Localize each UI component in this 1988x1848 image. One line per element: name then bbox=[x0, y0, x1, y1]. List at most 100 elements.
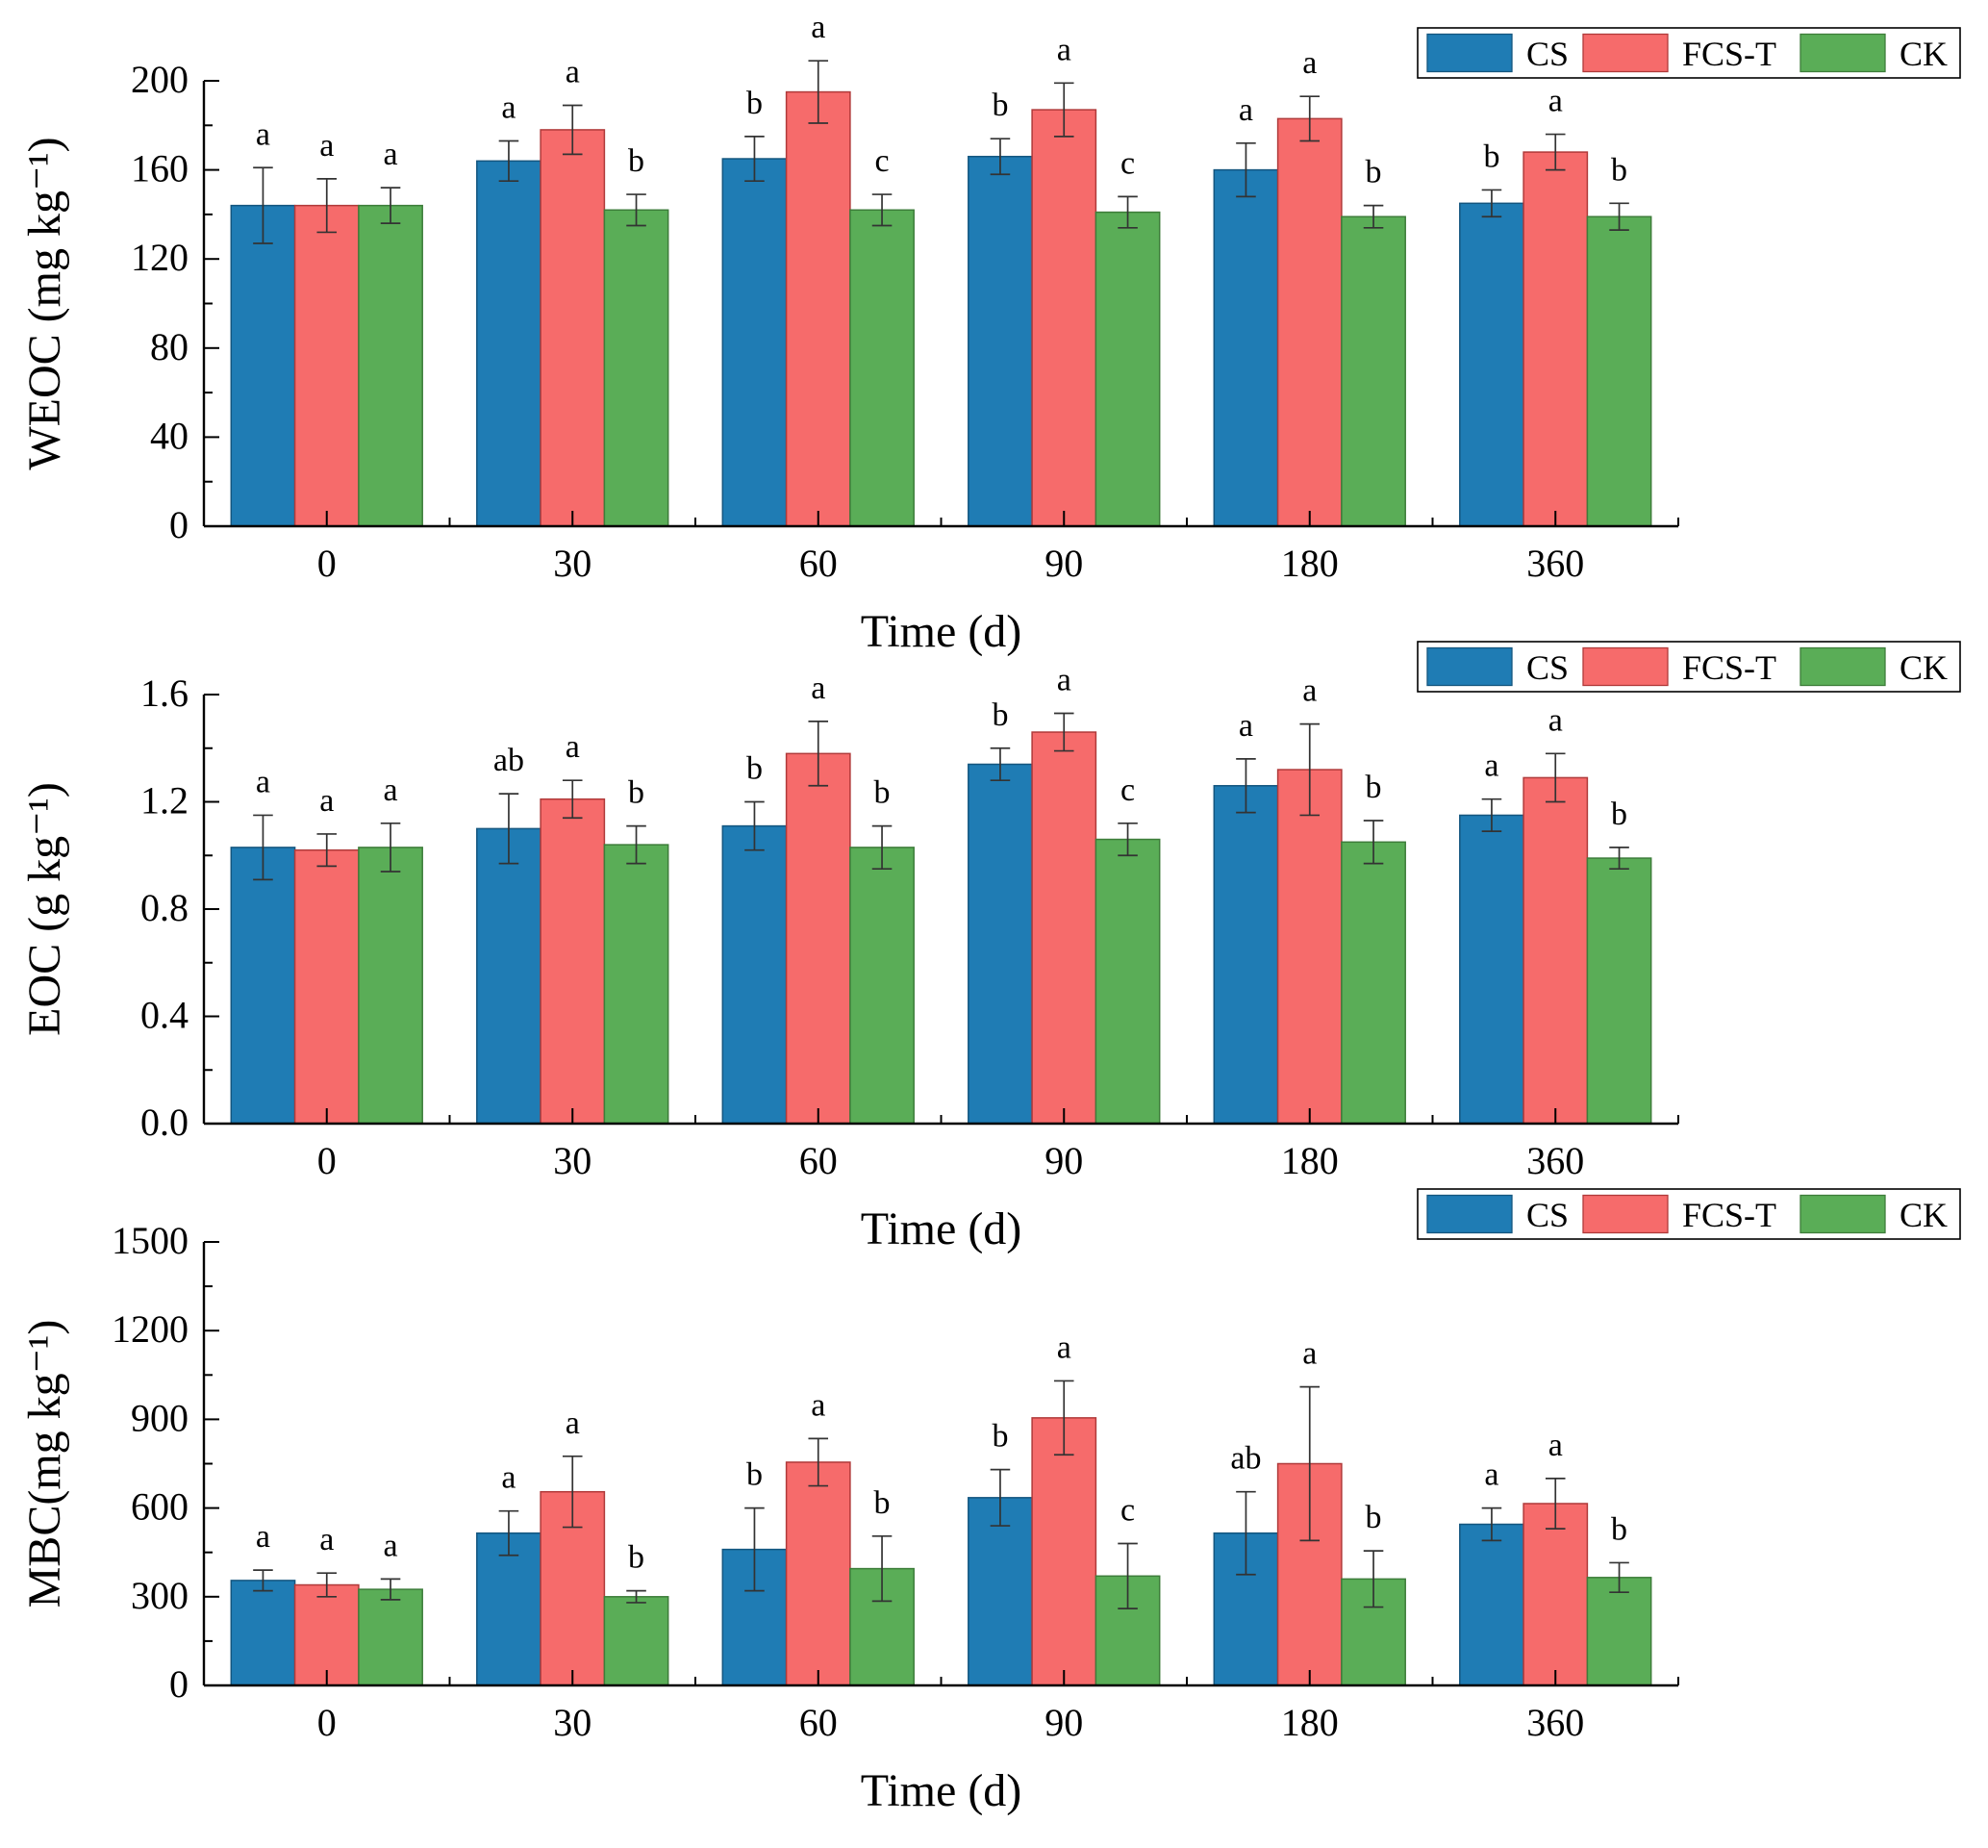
svg-text:0: 0 bbox=[169, 1662, 189, 1706]
svg-text:CS: CS bbox=[1526, 35, 1569, 73]
svg-text:60: 60 bbox=[799, 1701, 838, 1744]
svg-text:b: b bbox=[628, 143, 644, 179]
svg-text:900: 900 bbox=[131, 1396, 189, 1439]
svg-text:90: 90 bbox=[1044, 542, 1083, 585]
svg-text:a: a bbox=[1057, 663, 1071, 698]
svg-text:a: a bbox=[319, 783, 334, 819]
svg-text:CK: CK bbox=[1900, 35, 1948, 73]
svg-text:360: 360 bbox=[1526, 1701, 1584, 1744]
svg-text:c: c bbox=[875, 143, 890, 179]
svg-text:0.4: 0.4 bbox=[140, 994, 189, 1037]
svg-text:360: 360 bbox=[1526, 542, 1584, 585]
svg-text:b: b bbox=[1483, 139, 1499, 174]
svg-text:b: b bbox=[746, 86, 763, 121]
svg-text:b: b bbox=[1366, 1500, 1382, 1535]
svg-text:b: b bbox=[874, 775, 891, 811]
svg-text:a: a bbox=[566, 1405, 580, 1441]
svg-text:b: b bbox=[1611, 152, 1627, 188]
svg-text:30: 30 bbox=[553, 542, 591, 585]
svg-text:Time (d): Time (d) bbox=[861, 1203, 1022, 1254]
svg-text:40: 40 bbox=[150, 414, 189, 457]
svg-text:a: a bbox=[1239, 92, 1253, 128]
svg-text:b: b bbox=[1366, 155, 1382, 190]
svg-text:b: b bbox=[628, 775, 644, 811]
svg-text:b: b bbox=[992, 697, 1008, 733]
svg-text:a: a bbox=[319, 128, 334, 164]
svg-text:a: a bbox=[319, 1522, 334, 1557]
svg-text:a: a bbox=[566, 54, 580, 89]
svg-text:200: 200 bbox=[131, 58, 189, 101]
svg-text:0: 0 bbox=[317, 1139, 337, 1182]
svg-text:Time (d): Time (d) bbox=[861, 606, 1022, 657]
svg-text:600: 600 bbox=[131, 1485, 189, 1529]
svg-text:b: b bbox=[992, 88, 1008, 123]
svg-text:EOC (g kg⁻¹): EOC (g kg⁻¹) bbox=[19, 782, 70, 1036]
svg-text:160: 160 bbox=[131, 147, 189, 190]
svg-text:a: a bbox=[1057, 32, 1071, 67]
svg-text:a: a bbox=[1548, 84, 1563, 119]
svg-text:b: b bbox=[746, 1457, 763, 1493]
svg-text:FCS-T: FCS-T bbox=[1682, 648, 1776, 687]
svg-text:0.0: 0.0 bbox=[140, 1101, 189, 1144]
svg-text:b: b bbox=[1366, 770, 1382, 805]
svg-text:180: 180 bbox=[1281, 542, 1339, 585]
svg-text:FCS-T: FCS-T bbox=[1682, 1196, 1776, 1234]
svg-text:80: 80 bbox=[150, 325, 189, 368]
svg-text:0: 0 bbox=[317, 1701, 337, 1744]
svg-text:a: a bbox=[811, 1387, 825, 1423]
svg-text:60: 60 bbox=[799, 1139, 838, 1182]
svg-text:b: b bbox=[628, 1540, 644, 1576]
svg-text:CS: CS bbox=[1526, 1196, 1569, 1234]
svg-text:a: a bbox=[501, 1460, 516, 1496]
svg-text:a: a bbox=[1484, 748, 1498, 784]
svg-text:1.2: 1.2 bbox=[140, 779, 189, 823]
svg-text:Time (d): Time (d) bbox=[861, 1765, 1022, 1816]
svg-text:0.8: 0.8 bbox=[140, 886, 189, 929]
svg-text:c: c bbox=[1120, 145, 1135, 181]
svg-text:FCS-T: FCS-T bbox=[1682, 35, 1776, 73]
svg-text:60: 60 bbox=[799, 542, 838, 585]
svg-text:b: b bbox=[1611, 1511, 1627, 1547]
svg-text:CK: CK bbox=[1900, 1196, 1948, 1234]
svg-text:ab: ab bbox=[493, 743, 524, 778]
svg-text:b: b bbox=[874, 1485, 891, 1521]
svg-text:0: 0 bbox=[169, 503, 189, 546]
svg-text:1200: 1200 bbox=[112, 1307, 189, 1351]
svg-text:a: a bbox=[501, 90, 516, 126]
svg-text:c: c bbox=[1120, 772, 1135, 808]
svg-text:30: 30 bbox=[553, 1701, 591, 1744]
svg-text:a: a bbox=[1548, 702, 1563, 738]
svg-text:0: 0 bbox=[317, 542, 337, 585]
svg-text:b: b bbox=[746, 751, 763, 787]
svg-text:a: a bbox=[1302, 45, 1317, 81]
svg-text:a: a bbox=[1484, 1457, 1498, 1493]
svg-text:a: a bbox=[1239, 708, 1253, 744]
svg-text:a: a bbox=[1302, 1336, 1317, 1372]
svg-text:CK: CK bbox=[1900, 648, 1948, 687]
svg-text:WEOC (mg kg⁻¹): WEOC (mg kg⁻¹) bbox=[19, 137, 70, 469]
svg-text:a: a bbox=[384, 137, 398, 172]
svg-text:c: c bbox=[1120, 1492, 1135, 1528]
svg-text:a: a bbox=[256, 116, 270, 152]
svg-text:a: a bbox=[384, 772, 398, 808]
svg-text:a: a bbox=[1548, 1428, 1563, 1463]
svg-text:90: 90 bbox=[1044, 1139, 1083, 1182]
svg-text:b: b bbox=[1611, 797, 1627, 832]
svg-text:180: 180 bbox=[1281, 1701, 1339, 1744]
svg-text:a: a bbox=[811, 671, 825, 706]
svg-text:b: b bbox=[992, 1419, 1008, 1455]
svg-text:a: a bbox=[1302, 673, 1317, 709]
svg-text:300: 300 bbox=[131, 1574, 189, 1617]
svg-text:CS: CS bbox=[1526, 648, 1569, 687]
svg-text:ab: ab bbox=[1230, 1441, 1261, 1477]
svg-text:a: a bbox=[566, 729, 580, 765]
svg-text:a: a bbox=[811, 10, 825, 45]
svg-text:a: a bbox=[256, 1519, 270, 1555]
svg-text:a: a bbox=[1057, 1329, 1071, 1365]
svg-text:30: 30 bbox=[553, 1139, 591, 1182]
svg-text:MBC(mg kg⁻¹): MBC(mg kg⁻¹) bbox=[19, 1320, 70, 1608]
svg-text:1.6: 1.6 bbox=[140, 671, 189, 715]
svg-text:1500: 1500 bbox=[112, 1219, 189, 1262]
svg-text:90: 90 bbox=[1044, 1701, 1083, 1744]
svg-text:360: 360 bbox=[1526, 1139, 1584, 1182]
